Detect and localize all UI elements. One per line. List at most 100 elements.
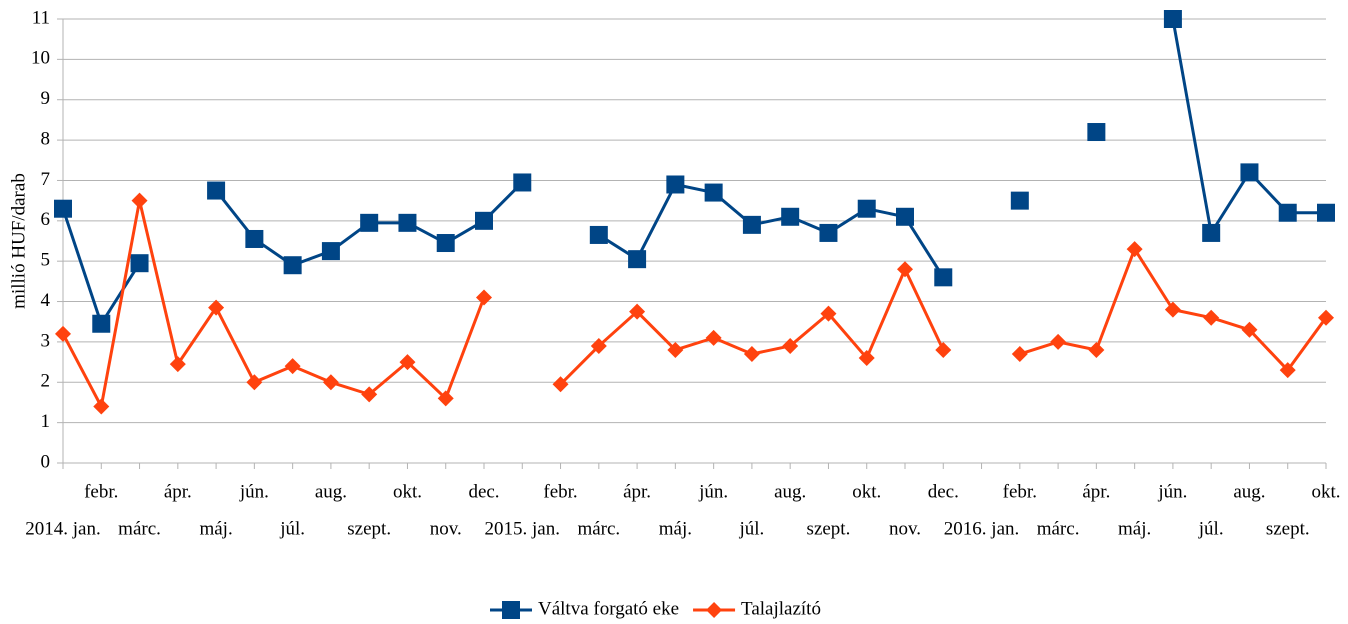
point — [897, 261, 913, 278]
y-axis-label: millió HUF/darab — [8, 173, 29, 309]
y-tick-label: 5 — [41, 250, 51, 271]
point — [1011, 346, 1028, 363]
point — [628, 250, 647, 269]
point — [55, 325, 71, 342]
point — [667, 341, 684, 358]
point — [475, 211, 493, 230]
point — [590, 337, 607, 354]
point — [1203, 309, 1220, 326]
y-tick-label: 2 — [41, 371, 51, 392]
x-tick-label: dec. — [928, 481, 959, 502]
x-tick-label: ápr. — [623, 481, 651, 502]
point — [934, 268, 953, 287]
point — [1010, 191, 1029, 210]
legend-label: Talajlazító — [741, 598, 821, 619]
x-tick-label: szept. — [347, 518, 391, 539]
point — [54, 199, 72, 218]
x-tick-label: ápr. — [164, 481, 192, 502]
x-tick-label: 2014. jan. — [25, 518, 100, 539]
x-tick-label: febr. — [543, 481, 577, 502]
y-tick-label: 4 — [41, 290, 51, 311]
legend-marker — [706, 602, 723, 618]
x-tick-label: febr. — [1003, 481, 1037, 502]
x-tick-label: jún. — [239, 481, 269, 502]
point — [858, 350, 875, 367]
x-tick-label: okt. — [393, 481, 422, 502]
point — [1278, 203, 1297, 222]
point — [1163, 10, 1182, 28]
y-tick-label: 3 — [41, 330, 51, 351]
y-tick-label: 8 — [41, 128, 51, 149]
point — [1240, 163, 1259, 182]
point — [283, 256, 302, 275]
point — [1317, 203, 1335, 222]
x-tick-label: márc. — [1037, 518, 1080, 539]
x-tick-label: okt. — [1311, 481, 1340, 502]
point — [1126, 241, 1143, 258]
point — [1279, 362, 1296, 379]
point — [207, 181, 226, 200]
y-tick-label: 6 — [41, 209, 51, 230]
y-tick-label: 7 — [41, 169, 51, 190]
x-tick-label: máj. — [659, 518, 692, 539]
x-tick-label: júl. — [1198, 518, 1224, 539]
point — [92, 314, 111, 333]
point — [666, 175, 685, 194]
x-tick-label: nov. — [889, 518, 921, 539]
point — [284, 358, 301, 375]
point — [399, 354, 416, 371]
point — [322, 374, 339, 391]
point — [1318, 309, 1334, 326]
point — [857, 199, 876, 218]
x-tick-label: jún. — [1157, 481, 1187, 502]
point — [208, 299, 225, 316]
point — [169, 356, 186, 373]
point — [629, 303, 646, 320]
x-tick-label: nov. — [430, 518, 462, 539]
x-tick-label: szept. — [1266, 518, 1310, 539]
x-tick-label: júl. — [739, 518, 765, 539]
point — [1164, 301, 1181, 318]
point — [743, 346, 760, 363]
point — [130, 254, 149, 273]
x-tick-label: ápr. — [1082, 481, 1110, 502]
point — [1241, 321, 1258, 338]
x-tick-label: aug. — [315, 481, 347, 502]
x-tick-label: júl. — [279, 518, 305, 539]
point — [361, 386, 378, 403]
point — [436, 234, 455, 253]
point — [819, 223, 838, 242]
point — [1202, 223, 1221, 242]
point — [896, 207, 914, 226]
x-tick-label: aug. — [1233, 481, 1265, 502]
point — [704, 183, 723, 202]
point — [513, 173, 532, 192]
point — [820, 305, 837, 322]
x-tick-label: márc. — [577, 518, 620, 539]
point — [321, 242, 340, 261]
x-tick-label: febr. — [84, 481, 118, 502]
point — [742, 215, 761, 234]
point — [398, 213, 417, 232]
point — [360, 213, 379, 232]
y-tick-label: 11 — [32, 7, 50, 28]
point — [552, 376, 569, 393]
x-tick-label: 2016. jan. — [944, 518, 1019, 539]
point — [589, 225, 608, 244]
y-tick-label: 10 — [31, 48, 50, 69]
point — [245, 229, 264, 248]
point — [1087, 123, 1106, 142]
point — [246, 374, 263, 391]
x-tick-label: jún. — [698, 481, 728, 502]
y-tick-label: 0 — [41, 451, 51, 472]
x-tick-label: aug. — [774, 481, 806, 502]
x-tick-label: dec. — [468, 481, 499, 502]
legend-marker — [502, 601, 520, 619]
point — [935, 341, 952, 358]
point — [1050, 333, 1067, 350]
point — [1088, 341, 1105, 358]
point — [437, 390, 454, 407]
x-tick-label: szept. — [807, 518, 851, 539]
y-tick-label: 1 — [41, 411, 51, 432]
